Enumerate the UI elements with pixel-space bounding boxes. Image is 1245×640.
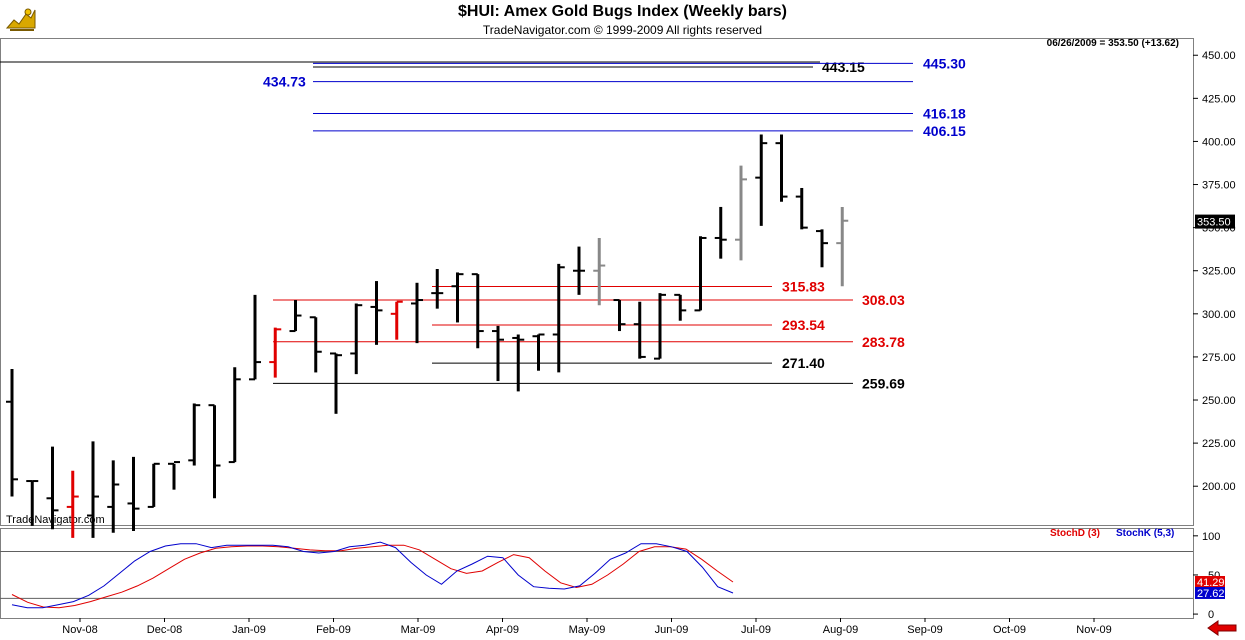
time-axis-label: Mar-09 — [401, 624, 436, 636]
ohlc-bar — [593, 237, 606, 306]
price-axis-label: 200.00 — [1202, 481, 1236, 493]
time-axis-label: Nov-08 — [62, 624, 97, 636]
ohlc-bar — [451, 272, 464, 323]
level-label: 406.15 — [923, 123, 966, 139]
level-label: 271.40 — [782, 355, 825, 371]
stoch-last-tag — [1195, 576, 1225, 588]
ohlc-bar — [471, 273, 484, 349]
ohlc-bar — [208, 404, 221, 499]
time-axis-label: Apr-09 — [486, 624, 519, 636]
level-label: 434.73 — [263, 74, 306, 90]
ohlc-bar — [350, 303, 363, 375]
level-label: 315.83 — [782, 279, 825, 295]
stoch-series-line — [11, 544, 734, 609]
ohlc-bar — [46, 446, 59, 530]
ohlc-bar — [492, 325, 504, 382]
time-axis-label: Nov-09 — [1076, 624, 1111, 636]
stoch-axis-label: 0 — [1208, 609, 1214, 621]
ohlc-bar — [654, 293, 666, 360]
ohlc-bar — [269, 327, 282, 378]
ohlc-bar — [512, 334, 525, 392]
time-axis-label: Jul-09 — [741, 624, 771, 636]
stoch-axis-label: 100 — [1202, 531, 1220, 543]
stoch-panel-frame — [0, 528, 1194, 619]
ohlc-bar — [674, 293, 687, 321]
stoch-d-legend: StochD (3) — [1050, 528, 1100, 539]
last-price-info: 06/26/2009 = 353.50 (+13.62) — [1046, 38, 1179, 49]
stoch-last-tag — [1195, 586, 1225, 599]
price-axis-label: 275.00 — [1202, 352, 1236, 364]
time-axis-label: Oct-09 — [993, 624, 1026, 636]
time-axis-label: Aug-09 — [823, 624, 858, 636]
time-axis-label: Jun-09 — [655, 624, 689, 636]
stoch-last-label: 41.29 — [1197, 577, 1225, 589]
ohlc-bar — [370, 281, 383, 345]
ohlc-bar — [755, 134, 768, 226]
price-panel-frame — [0, 38, 1194, 526]
gold-bull-logo-icon[interactable] — [4, 4, 38, 34]
ohlc-bar — [330, 352, 342, 414]
level-label: 293.54 — [782, 317, 825, 333]
ohlc-bar — [26, 480, 39, 526]
ohlc-bar — [66, 470, 79, 538]
ohlc-bar — [633, 301, 646, 359]
ohlc-bar — [411, 282, 423, 344]
ohlc-bar — [836, 206, 849, 287]
stoch-series-line — [11, 541, 734, 609]
ohlc-bar — [532, 333, 545, 371]
price-axis-label: 400.00 — [1202, 136, 1236, 148]
ohlc-bar — [795, 187, 808, 230]
price-axis-label: 450.00 — [1202, 50, 1236, 62]
time-axis-label: Dec-08 — [147, 624, 182, 636]
back-arrow-icon[interactable] — [1206, 620, 1238, 636]
ohlc-bar — [289, 300, 302, 333]
level-label: 308.03 — [862, 292, 905, 308]
ohlc-bar — [249, 294, 261, 381]
watermark: TradeNavigator.com — [6, 514, 105, 526]
ohlc-bar — [431, 269, 444, 309]
ohlc-bar — [6, 368, 18, 497]
chart-subtitle: TradeNavigator.com © 1999-2009 All right… — [482, 23, 763, 37]
ohlc-bar — [775, 134, 788, 202]
ohlc-bar — [168, 461, 180, 490]
stoch-last-label: 27.62 — [1197, 588, 1225, 600]
ohlc-bar — [613, 299, 626, 332]
ohlc-bar — [390, 300, 403, 340]
ohlc-bar — [694, 236, 707, 312]
price-axis-label: 225.00 — [1202, 438, 1236, 450]
ohlc-bar — [107, 460, 120, 533]
price-axis-label: 250.00 — [1202, 395, 1236, 407]
current-price-label: 353.50 — [1197, 217, 1231, 229]
level-label: 443.15 — [822, 59, 865, 75]
level-label: 445.30 — [923, 55, 966, 71]
time-axis-label: May-09 — [569, 624, 606, 636]
stoch-k-legend: StochK (5,3) — [1116, 528, 1175, 539]
chart-title: $HUI: Amex Gold Bugs Index (Weekly bars) — [458, 3, 787, 20]
price-axis-label: 375.00 — [1202, 180, 1236, 192]
ohlc-bar — [714, 206, 727, 259]
ohlc-bar — [147, 462, 160, 508]
ohlc-bar — [87, 441, 99, 538]
price-axis-label: 325.00 — [1202, 266, 1236, 278]
ohlc-bar — [188, 403, 201, 466]
time-axis-label: Jan-09 — [232, 624, 266, 636]
time-axis-label: Feb-09 — [316, 624, 351, 636]
current-price-tag — [1195, 214, 1235, 229]
level-label: 416.18 — [923, 106, 966, 122]
price-axis-label: 425.00 — [1202, 93, 1236, 105]
level-label: 283.78 — [862, 334, 905, 350]
ohlc-bar — [816, 229, 828, 268]
ohlc-bar — [552, 263, 565, 373]
level-label: 259.69 — [862, 375, 905, 391]
price-axis-label: 300.00 — [1202, 309, 1236, 321]
ohlc-bar — [573, 246, 585, 295]
ohlc-bar — [228, 367, 241, 464]
time-axis-label: Sep-09 — [907, 624, 942, 636]
ohlc-bar — [309, 316, 322, 373]
ohlc-bar — [735, 165, 747, 261]
ohlc-bar — [127, 456, 140, 532]
